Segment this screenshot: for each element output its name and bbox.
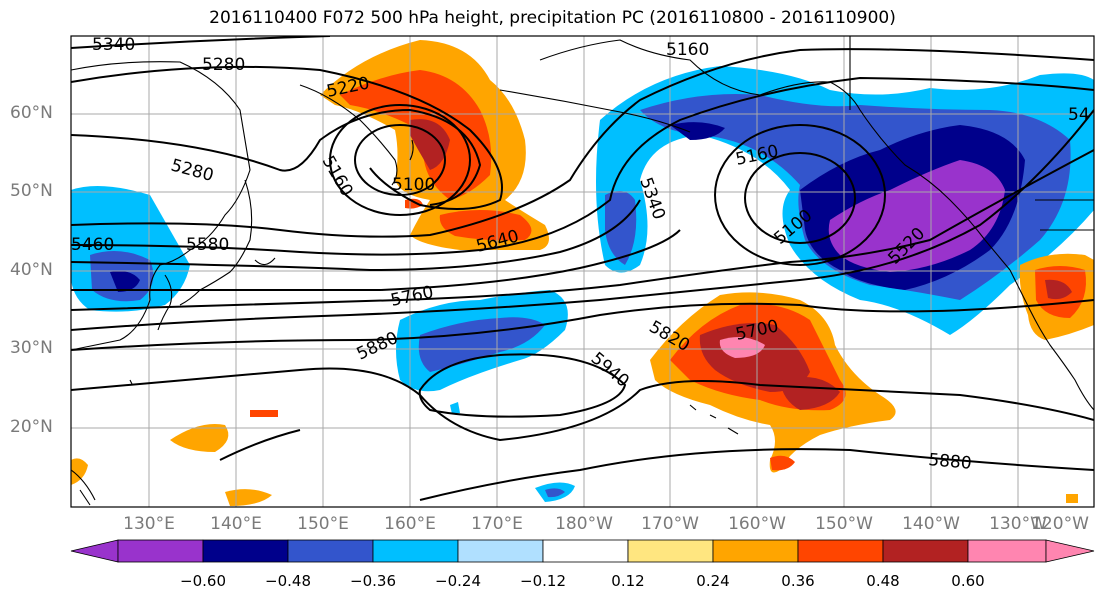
precip-positive-shading [71,40,1094,506]
lon-label: 130°E [123,514,175,534]
lon-label: 140°E [210,514,262,534]
colorbar-label: 0.48 [866,572,900,590]
map-title: 2016110400 F072 500 hPa height, precipit… [209,8,896,28]
contour-label: 54 [1068,105,1090,125]
lat-label: 40°N [10,260,53,280]
contour-label: 5280 [202,55,245,75]
colorbar-label: 0.24 [696,572,730,590]
height-contours [71,36,1094,501]
contour-label: 5340 [92,35,135,55]
lon-label: 170°W [641,514,699,534]
lon-label: 150°W [815,514,873,534]
lat-label: 60°N [10,103,53,123]
lon-label: 160°E [384,514,436,534]
contour-label: 5880 [928,450,973,474]
lon-label: 120°W [1031,514,1089,534]
contour-label: 5160 [666,40,709,60]
contour-label: 5100 [392,175,435,195]
lat-label: 20°N [10,417,53,437]
map-border [70,35,1095,508]
lon-label: 140°W [902,514,960,534]
colorbar-label: −0.36 [350,572,396,590]
lat-label: 50°N [10,181,53,201]
contour-label: 5460 [71,235,114,255]
colorbar-label: −0.48 [265,572,311,590]
colorbar-label: 0.12 [611,572,645,590]
lon-label: 160°W [728,514,786,534]
contour-label: 5580 [186,235,229,255]
lat-label: 30°N [10,338,53,358]
colorbar-label: 0.60 [951,572,985,590]
lon-label: 150°E [297,514,349,534]
colorbar-label: −0.12 [520,572,566,590]
colorbar-label: −0.60 [180,572,226,590]
colorbar [70,539,1095,563]
lon-label: 180°W [555,514,613,534]
map-layers: 5340 5280 5220 5160 5100 5280 5160 5460 … [71,35,1094,507]
lon-label: 130°W [989,514,1047,534]
colorbar-label: −0.24 [435,572,481,590]
colorbar-label: 0.36 [781,572,815,590]
lon-label: 170°E [471,514,523,534]
